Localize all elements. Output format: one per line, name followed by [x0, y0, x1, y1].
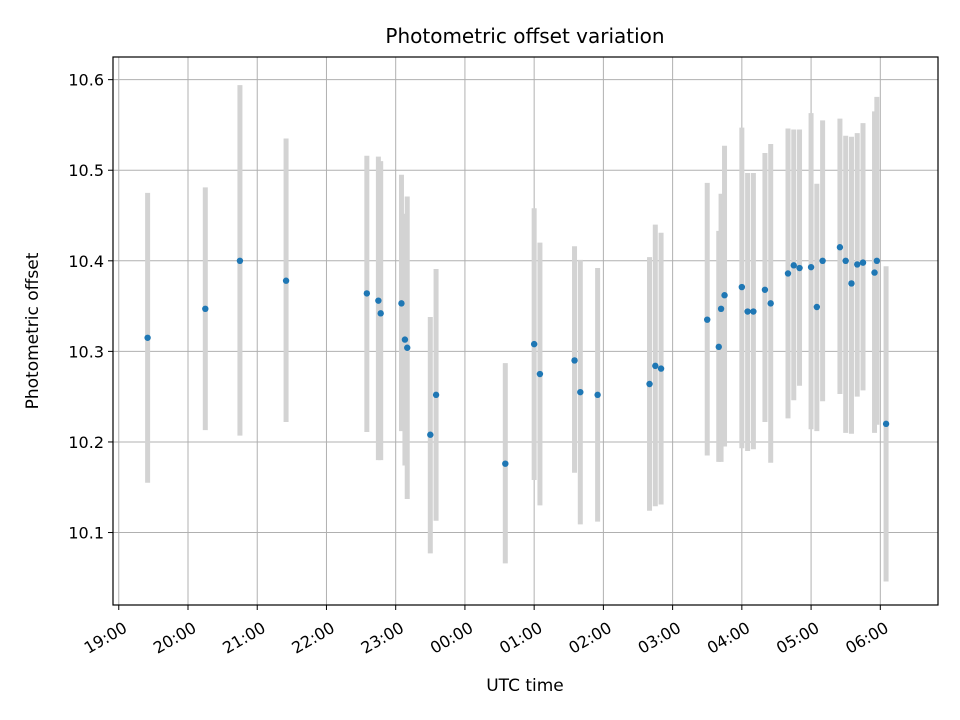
- x-axis-title: UTC time: [486, 676, 564, 696]
- data-point: [594, 391, 601, 399]
- chart-title: Photometric offset variation: [385, 24, 664, 48]
- data-point: [721, 292, 728, 299]
- data-point: [790, 262, 797, 269]
- data-point: [715, 343, 722, 351]
- data-point: [813, 303, 821, 311]
- data-point: [717, 305, 725, 313]
- y-tick-label: 10.5: [68, 161, 104, 180]
- data-point: [375, 297, 382, 304]
- data-point: [807, 263, 815, 271]
- data-point: [873, 257, 881, 265]
- data-point: [819, 257, 826, 265]
- data-point: [502, 460, 509, 467]
- data-point: [848, 280, 855, 287]
- data-point: [571, 357, 578, 364]
- data-point: [767, 300, 774, 307]
- data-point: [882, 420, 890, 428]
- data-point: [738, 283, 746, 291]
- data-point: [859, 259, 867, 266]
- data-point: [577, 388, 584, 396]
- y-tick-label: 10.2: [68, 433, 104, 452]
- data-point: [401, 336, 409, 343]
- data-point: [657, 365, 665, 372]
- data-point: [652, 362, 659, 370]
- data-points: [144, 244, 890, 467]
- y-tick-label: 10.6: [68, 71, 104, 90]
- y-tick-label: 10.4: [68, 252, 104, 271]
- data-point: [536, 370, 544, 378]
- data-point: [144, 334, 151, 341]
- data-point: [704, 316, 711, 323]
- data-point: [363, 290, 371, 297]
- data-point: [530, 340, 538, 348]
- data-point: [836, 244, 844, 251]
- plot-frame: [112, 56, 939, 606]
- data-point: [236, 257, 244, 265]
- data-point: [377, 310, 384, 317]
- data-point: [796, 264, 803, 272]
- data-point: [842, 257, 849, 265]
- data-point: [282, 277, 290, 284]
- data-point: [427, 431, 434, 438]
- data-point: [784, 270, 792, 277]
- y-tick-label: 10.1: [68, 524, 104, 543]
- data-point: [744, 308, 751, 315]
- data-point: [202, 305, 209, 313]
- data-point: [432, 391, 440, 399]
- data-point: [404, 344, 411, 351]
- data-point: [398, 300, 405, 307]
- data-point: [750, 308, 757, 315]
- y-axis: 10.1 10.2 10.3 10.4 10.5 10.6: [68, 71, 113, 543]
- data-point: [854, 261, 861, 268]
- data-point: [761, 286, 769, 293]
- data-point: [646, 380, 653, 388]
- data-point: [871, 269, 878, 276]
- y-axis-title: Photometric offset: [23, 252, 43, 409]
- y-tick-label: 10.3: [68, 342, 104, 361]
